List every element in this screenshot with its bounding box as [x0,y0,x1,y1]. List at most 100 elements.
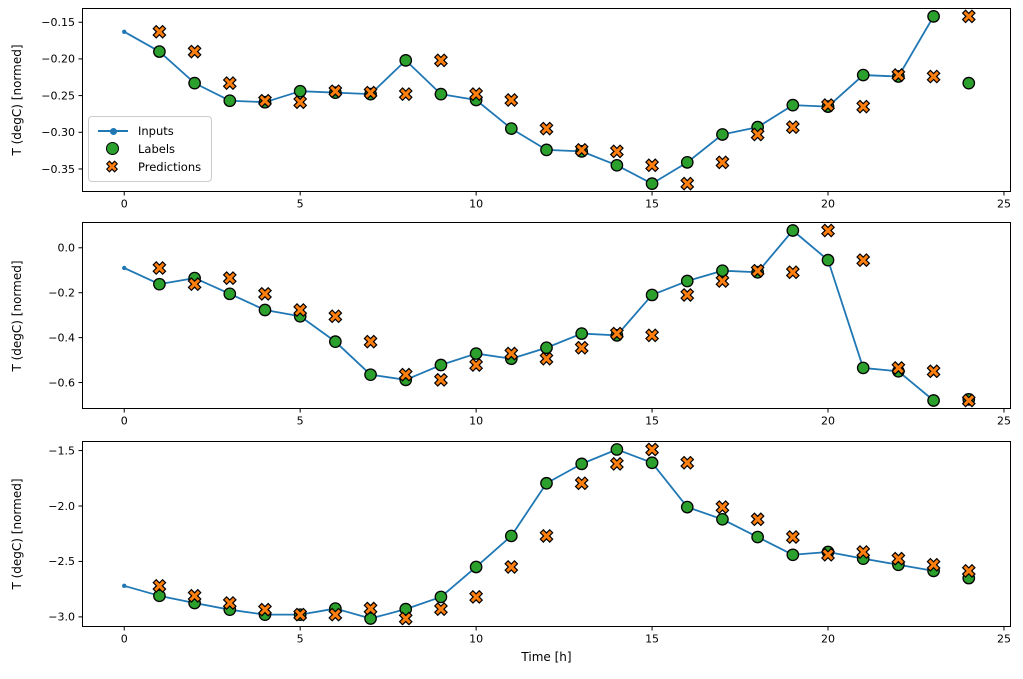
y-tick-label: −0.30 [41,126,75,139]
prediction-marker [539,528,554,543]
label-marker [434,87,448,101]
y-tick-label: −0.6 [48,376,75,389]
label-marker [258,303,272,317]
axes-spines [82,441,1011,627]
x-tick-label: 0 [121,198,128,211]
prediction-marker [715,274,730,289]
prediction-marker [609,326,624,341]
prediction-marker [961,563,976,578]
label-marker [575,457,589,471]
prediction-marker [891,360,906,375]
prediction-marker [257,602,272,617]
prediction-marker [680,287,695,302]
prediction-marker [293,303,308,317]
prediction-marker [891,68,906,83]
label-marker [364,612,377,625]
subplot-1: T (degC) [normed] 0 5 10 15 20 25 −0.15 −0.20 −0… [10,8,1011,211]
label-marker [751,530,764,544]
prediction-marker [363,85,378,100]
x-tick-label: 25 [997,198,1011,211]
label-marker [645,288,659,302]
x-tick-label: 0 [121,633,128,646]
y-tick-label: −0.2 [48,287,75,300]
y-tick-label: −2.0 [48,500,75,513]
label-marker [469,347,483,360]
prediction-marker [891,551,906,566]
prediction-marker [856,545,871,560]
prediction-marker [821,223,836,238]
y-tick-label: −2.5 [48,555,75,568]
prediction-marker [821,547,836,562]
label-marker [434,590,448,604]
prediction-marker [750,263,765,278]
prediction-marker [469,589,484,604]
prediction-marker [398,367,413,382]
x-tick-label: 15 [645,415,659,428]
prediction-marker [257,286,272,301]
label-marker [469,560,483,574]
label-marker [680,500,694,514]
prediction-marker [328,84,343,99]
prediction-marker [856,99,871,114]
prediction-marker [363,334,378,349]
y-tick-label: −3.0 [48,611,75,624]
x-tick-label: 10 [469,633,483,646]
label-marker [223,287,237,301]
inputs-line-icon [97,123,131,139]
x-tick-label: 10 [469,198,483,211]
prediction-marker [398,611,413,626]
x-tick-label: 15 [645,198,659,211]
x-tick-label: 20 [821,415,835,428]
prediction-marker [187,44,202,59]
prediction-marker [222,596,237,611]
prediction-marker [856,253,871,268]
legend-label: Inputs [138,124,174,138]
prediction-marker [645,442,660,457]
prediction-marker [821,98,836,113]
plot-area-1: 0 5 10 15 20 25 −0.15 −0.20 −0.25 −0.30 −0.35 [41,8,1011,211]
y-tick-label: −0.20 [41,53,75,66]
label-marker [504,122,518,135]
label-marker [153,277,166,291]
legend-item-predictions: Predictions [97,158,201,176]
label-marker [153,45,166,58]
label-marker [434,358,448,372]
subplot-2: T (degC) [normed] 0 5 10 15 20 25 0.0 −0.2 −0.4 −… [10,222,1011,428]
label-marker [504,529,518,543]
prediction-marker [328,607,343,622]
prediction-marker [750,512,765,527]
prediction-marker [328,309,343,324]
legend-label: Labels [138,142,176,156]
prediction-marker [222,271,237,286]
inputs-marker [122,583,127,589]
prediction-marker [152,24,167,39]
plot-area-3: 0 5 10 15 20 25 −1.5 −2.0 −2.5 −3.0 [48,441,1011,646]
prediction-marker [715,500,730,515]
label-marker [716,128,729,141]
inputs-line [123,15,935,185]
prediction-marker [363,601,378,616]
y-tick-label: −0.4 [48,331,75,344]
prediction-marker [504,93,519,107]
prediction-marker [961,9,976,24]
prediction-marker [926,364,941,379]
inputs-marker [122,265,127,271]
label-marker [786,548,800,562]
prediction-marker [574,142,589,157]
prediction-marker [433,372,448,387]
label-marker [575,327,589,340]
y-tick-label: 0.0 [58,242,76,255]
x-tick-label: 25 [997,415,1011,428]
prediction-marker [257,93,272,108]
x-tick-label: 0 [121,415,128,428]
prediction-marker [504,559,519,574]
legend-item-inputs: Inputs [97,122,201,140]
label-marker [364,368,377,382]
label-marker [786,98,800,112]
prediction-marker [574,476,589,491]
prediction-marker [152,261,167,276]
prediction-marker [504,346,519,361]
label-marker [399,54,413,67]
prediction-marker [433,53,448,68]
y-axis-label: T (degC) [normed] [10,259,24,372]
